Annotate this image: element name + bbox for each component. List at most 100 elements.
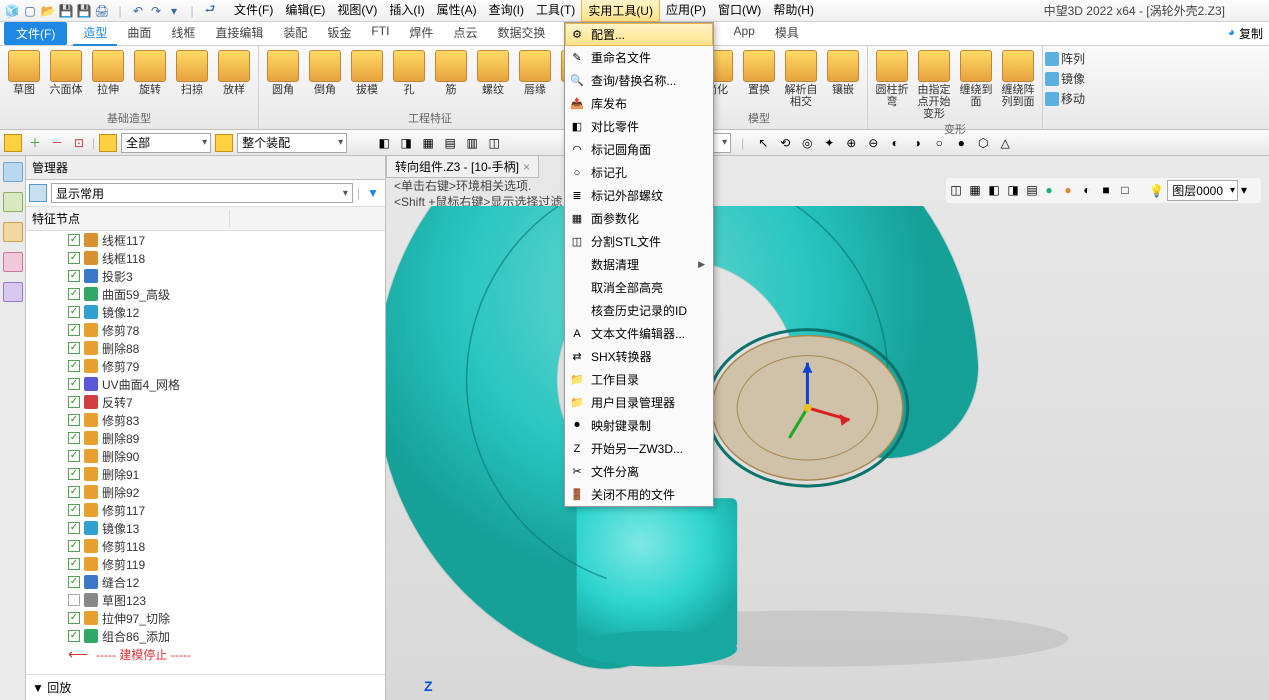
ribbon-tab[interactable]: 数据交换 <box>487 21 555 46</box>
ribbon-side-item[interactable]: 移动 <box>1045 90 1085 107</box>
dropdown-item[interactable]: ⇄SHX转换器 <box>565 345 713 368</box>
undo-icon[interactable]: ↶ <box>130 3 146 19</box>
tree-row[interactable]: ✓镜像12 <box>26 303 385 321</box>
display-combo[interactable]: 显示常用 <box>51 183 353 203</box>
plus-icon[interactable]: ＋ <box>26 134 44 152</box>
tree-row[interactable]: 草图123 <box>26 591 385 609</box>
ribbon-tab[interactable]: 点云 <box>443 21 487 46</box>
mode-icon-5[interactable]: ▥ <box>463 134 481 152</box>
ribbon-tab[interactable]: App <box>724 21 765 46</box>
tree-row[interactable]: ✓修剪79 <box>26 357 385 375</box>
nav-icon-4[interactable]: ✦ <box>820 134 838 152</box>
nav-icon-10[interactable]: ● <box>952 134 970 152</box>
ribbon-button[interactable]: 筋 <box>431 48 471 109</box>
copy-label[interactable]: 复制 <box>1239 25 1263 42</box>
nav-icon-12[interactable]: △ <box>996 134 1014 152</box>
view-icon[interactable]: ● <box>1064 183 1080 199</box>
dropdown-item[interactable]: Z开始另一ZW3D... <box>565 437 713 460</box>
save-icon[interactable]: 💾 <box>58 3 74 19</box>
dropdown-item[interactable]: ◫分割STL文件 <box>565 230 713 253</box>
print-icon[interactable]: 🖨 <box>94 3 110 19</box>
mode-icon-1[interactable]: ◧ <box>375 134 393 152</box>
scope-combo[interactable]: 全部 <box>121 133 211 153</box>
side-tool-5[interactable] <box>3 282 23 302</box>
file-tab[interactable]: 文件(F) <box>4 22 67 45</box>
document-tab[interactable]: 转向组件.Z3 - [10-手柄] × <box>386 156 539 178</box>
filter-funnel-icon[interactable]: ▼ <box>364 184 382 202</box>
menu-utilities[interactable]: 实用工具(U) <box>581 0 660 22</box>
ribbon-button[interactable]: 旋转 <box>130 48 170 109</box>
ribbon-tab[interactable]: 钣金 <box>317 21 361 46</box>
tree-row[interactable]: ✓投影3 <box>26 267 385 285</box>
ribbon-button[interactable]: 圆角 <box>263 48 303 109</box>
mode-icon-2[interactable]: ◨ <box>397 134 415 152</box>
view-icon[interactable]: ◨ <box>1007 183 1023 199</box>
nav-icon-6[interactable]: ⊖ <box>864 134 882 152</box>
menu-view[interactable]: 视图(V) <box>331 0 383 22</box>
dropdown-item[interactable]: ⏺映射键录制 <box>565 414 713 437</box>
side-tool-4[interactable] <box>3 252 23 272</box>
ribbon-button[interactable]: 置换 <box>739 48 779 109</box>
tree-row[interactable]: ✓UV曲面4_网格 <box>26 375 385 393</box>
open-icon[interactable]: 📂 <box>40 3 56 19</box>
tree-stop[interactable]: ⟵----- 建模停止 ----- <box>26 645 385 663</box>
dropdown-item[interactable]: 📤库发布 <box>565 92 713 115</box>
back-icon[interactable]: ⮐ <box>202 3 218 19</box>
nav-icon-1[interactable]: ↖ <box>754 134 772 152</box>
ribbon-button[interactable]: 唇缘 <box>515 48 555 109</box>
ribbon-button[interactable]: 解析自相交 <box>781 48 821 109</box>
cube-icon[interactable] <box>99 134 117 152</box>
tree-row[interactable]: ✓反转7 <box>26 393 385 411</box>
side-tool-1[interactable] <box>3 162 23 182</box>
tree-row[interactable]: ✓拉伸97_切除 <box>26 609 385 627</box>
menu-attr[interactable]: 属性(A) <box>431 0 483 22</box>
view-icon[interactable]: ▦ <box>969 183 985 199</box>
menu-edit[interactable]: 编辑(E) <box>279 0 331 22</box>
tree-row[interactable]: ✓删除90 <box>26 447 385 465</box>
ribbon-button[interactable]: 草图 <box>4 48 44 109</box>
ribbon-tab[interactable]: 线框 <box>161 21 205 46</box>
close-icon[interactable]: × <box>523 160 530 174</box>
menu-tools[interactable]: 工具(T) <box>530 0 581 22</box>
tree-row[interactable]: ✓修剪118 <box>26 537 385 555</box>
mode-icon-3[interactable]: ▦ <box>419 134 437 152</box>
view-icon[interactable]: ▤ <box>1026 183 1042 199</box>
view-icon[interactable]: ▾ <box>1241 183 1257 199</box>
ribbon-button[interactable]: 孔 <box>389 48 429 109</box>
help-icon[interactable]: ◕ <box>1228 25 1235 42</box>
playback-section[interactable]: ▼ 回放 <box>26 674 385 700</box>
menu-file[interactable]: 文件(F) <box>228 0 279 22</box>
view-icon[interactable]: ■ <box>1102 183 1118 199</box>
view-icon[interactable]: ◫ <box>950 183 966 199</box>
nav-icon-3[interactable]: ◎ <box>798 134 816 152</box>
saveall-icon[interactable]: 💾 <box>76 3 92 19</box>
dropdown-item[interactable]: ✂文件分离 <box>565 460 713 483</box>
ribbon-button[interactable]: 缠绕阵列到面 <box>998 48 1038 120</box>
ribbon-button[interactable]: 放样 <box>214 48 254 109</box>
undo-dd-icon[interactable]: ▾ <box>166 3 182 19</box>
ribbon-tab[interactable]: 曲面 <box>117 21 161 46</box>
tree-row[interactable]: ✓删除89 <box>26 429 385 447</box>
dropdown-item[interactable]: 核查历史记录的ID <box>565 299 713 322</box>
ribbon-side-item[interactable]: 阵列 <box>1045 50 1085 67</box>
dropdown-item[interactable]: 取消全部高亮 <box>565 276 713 299</box>
tree-row[interactable]: ✓删除91 <box>26 465 385 483</box>
nav-icon-9[interactable]: ○ <box>930 134 948 152</box>
dropdown-item[interactable]: A文本文件编辑器... <box>565 322 713 345</box>
dropdown-item[interactable]: ≣标记外部螺纹 <box>565 184 713 207</box>
ribbon-button[interactable]: 拉伸 <box>88 48 128 109</box>
nav-icon-5[interactable]: ⊕ <box>842 134 860 152</box>
side-tool-3[interactable] <box>3 222 23 242</box>
nav-icon-8[interactable]: ◑ <box>908 134 926 152</box>
tree-row[interactable]: ✓修剪117 <box>26 501 385 519</box>
ribbon-button[interactable]: 扫掠 <box>172 48 212 109</box>
dropdown-item[interactable]: ◠标记圆角面 <box>565 138 713 161</box>
ribbon-button[interactable]: 倒角 <box>305 48 345 109</box>
ribbon-button[interactable]: 六面体 <box>46 48 86 109</box>
nav-icon-7[interactable]: ◐ <box>886 134 904 152</box>
dropdown-item[interactable]: ▦面参数化 <box>565 207 713 230</box>
menu-insert[interactable]: 插入(I) <box>383 0 430 22</box>
ribbon-tab[interactable]: 焊件 <box>399 21 443 46</box>
menu-apps[interactable]: 应用(P) <box>660 0 712 22</box>
ribbon-tab[interactable]: 直接编辑 <box>205 21 273 46</box>
